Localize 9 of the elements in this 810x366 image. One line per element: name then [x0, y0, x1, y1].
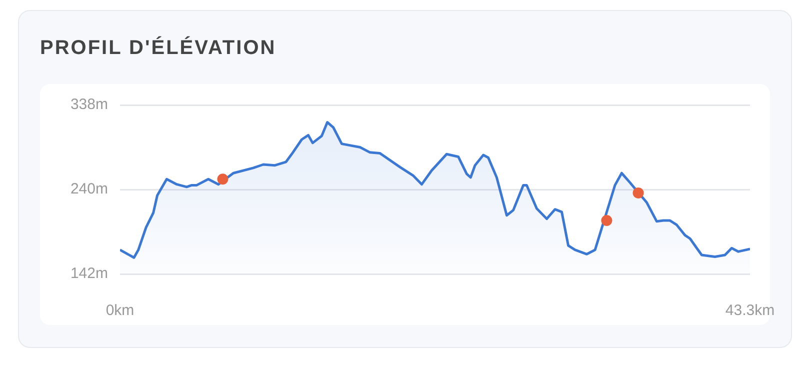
x-tick-label: 0km: [106, 302, 134, 320]
point: [632, 187, 644, 198]
y-tick-label: 142m: [70, 265, 108, 282]
x-tick-label: 43.3km: [725, 302, 775, 320]
y-tick-label: 240m: [70, 180, 108, 198]
point: [217, 174, 228, 185]
chart-title: PROFIL D'ÉLÉVATION: [40, 37, 276, 60]
point: [601, 215, 612, 226]
y-tick-label: 338m: [70, 96, 108, 114]
